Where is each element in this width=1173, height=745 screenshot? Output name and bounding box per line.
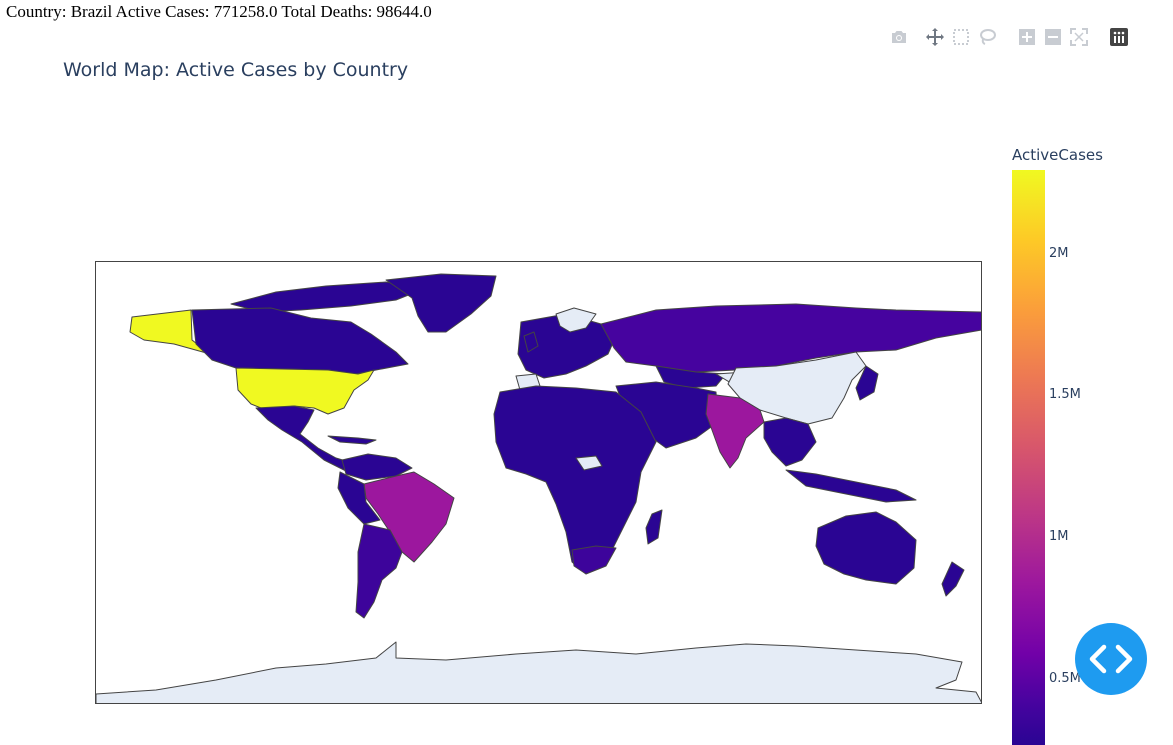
caribbean [327,435,377,445]
country-scandinavia [555,307,597,333]
country-kazakhstan [655,365,727,389]
world-map[interactable] [95,261,982,704]
colorbar-tick-1-5m: 1.5M [1049,387,1081,402]
plot-title: World Map: Active Cases by Country [63,59,409,81]
country-colombia-venezuela [341,453,413,481]
camera-icon[interactable] [886,24,912,50]
greenland [385,273,497,333]
colorbar-title: ActiveCases [1012,146,1103,164]
pan-icon[interactable] [922,24,948,50]
country-usa [235,367,375,415]
lasso-icon[interactable] [974,24,1000,50]
country-canada [191,307,409,375]
autoscale-icon[interactable] [1066,24,1092,50]
colorbar-tick-2m: 2M [1049,246,1069,261]
country-india [705,393,765,469]
country-new-zealand [941,561,965,597]
country-japan [855,365,879,401]
colorbar [1012,170,1045,745]
africa [493,385,657,575]
country-peru [337,471,381,525]
modebar [886,24,1132,50]
hover-info-text: Country: Brazil Active Cases: 771258.0 T… [6,2,432,21]
colorbar-tick-1m: 1M [1049,529,1069,544]
plotly-logo-icon[interactable] [1106,24,1132,50]
southeast-asia [763,417,817,467]
country-uk [523,331,539,353]
country-brazil [363,471,455,563]
colorbar-tick-0-5m: 0.5M [1049,671,1081,686]
country-australia [815,511,917,585]
country-sudan-no-data [575,455,603,471]
zoom-in-icon[interactable] [1014,24,1040,50]
country-russia [600,303,981,373]
antarctica [96,641,981,703]
code-toggle-button[interactable] [1075,623,1147,695]
indonesia [785,469,917,503]
map-svg[interactable] [96,262,982,704]
country-madagascar [645,509,663,545]
box-select-icon[interactable] [948,24,974,50]
country-south-africa [571,545,617,575]
zoom-out-icon[interactable] [1040,24,1066,50]
code-icon [1089,644,1133,674]
country-argentina-chile [355,523,403,619]
country-alaska [129,309,211,355]
